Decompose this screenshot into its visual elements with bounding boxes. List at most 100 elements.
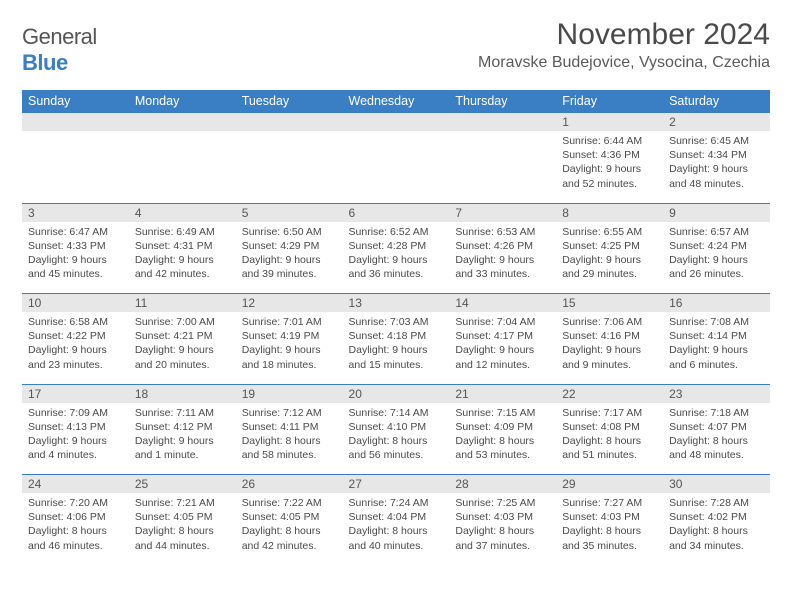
day-number-cell: 15 [556,294,663,313]
day-info-line: Daylight: 9 hours [28,343,123,357]
day-content-cell: Sunrise: 7:00 AMSunset: 4:21 PMDaylight:… [129,312,236,384]
day-number-cell [236,113,343,132]
day-info-line: Sunrise: 6:49 AM [135,225,230,239]
day-number-cell: 7 [449,203,556,222]
day-content-cell: Sunrise: 6:49 AMSunset: 4:31 PMDaylight:… [129,222,236,294]
day-content-row: Sunrise: 6:44 AMSunset: 4:36 PMDaylight:… [22,131,770,203]
day-info-line: Sunset: 4:26 PM [455,239,550,253]
day-number-row: 24252627282930 [22,475,770,494]
day-number-cell: 26 [236,475,343,494]
day-content-cell [449,131,556,203]
day-info-line: and 1 minute. [135,448,230,462]
day-content-cell: Sunrise: 7:20 AMSunset: 4:06 PMDaylight:… [22,493,129,565]
day-info-line: Daylight: 9 hours [669,162,764,176]
day-number-cell [343,113,450,132]
day-info-line: Daylight: 9 hours [562,162,657,176]
day-info-line: and 48 minutes. [669,448,764,462]
day-info-line: and 23 minutes. [28,358,123,372]
day-info-line: Sunset: 4:02 PM [669,510,764,524]
day-info-line: Daylight: 9 hours [242,253,337,267]
day-number-cell: 17 [22,384,129,403]
day-info-line: and 45 minutes. [28,267,123,281]
day-info-line: Daylight: 9 hours [349,253,444,267]
day-number-row: 12 [22,113,770,132]
day-number-cell: 20 [343,384,450,403]
day-number-row: 17181920212223 [22,384,770,403]
calendar-body: 12Sunrise: 6:44 AMSunset: 4:36 PMDayligh… [22,113,770,566]
day-info-line: and 46 minutes. [28,539,123,553]
day-number-cell: 27 [343,475,450,494]
day-info-line: Sunset: 4:10 PM [349,420,444,434]
day-info-line: Sunset: 4:28 PM [349,239,444,253]
day-number-cell [22,113,129,132]
day-info-line: Daylight: 8 hours [242,524,337,538]
day-info-line: Daylight: 9 hours [135,253,230,267]
day-number-cell: 14 [449,294,556,313]
day-info-line: and 18 minutes. [242,358,337,372]
day-info-line: Daylight: 9 hours [455,343,550,357]
day-info-line: and 52 minutes. [562,177,657,191]
brand-word1: General [22,24,97,49]
day-info-line: Sunset: 4:05 PM [135,510,230,524]
day-content-cell [236,131,343,203]
day-info-line: Sunrise: 7:14 AM [349,406,444,420]
day-info-line: Sunrise: 7:11 AM [135,406,230,420]
day-info-line: Sunset: 4:36 PM [562,148,657,162]
day-number-cell: 18 [129,384,236,403]
day-content-cell: Sunrise: 6:47 AMSunset: 4:33 PMDaylight:… [22,222,129,294]
day-number-row: 3456789 [22,203,770,222]
day-content-cell: Sunrise: 7:15 AMSunset: 4:09 PMDaylight:… [449,403,556,475]
day-info-line: Sunrise: 6:44 AM [562,134,657,148]
day-info-line: Daylight: 9 hours [28,253,123,267]
day-number-row: 10111213141516 [22,294,770,313]
day-number-cell: 12 [236,294,343,313]
day-info-line: and 35 minutes. [562,539,657,553]
day-content-cell: Sunrise: 7:09 AMSunset: 4:13 PMDaylight:… [22,403,129,475]
day-info-line: Sunrise: 6:45 AM [669,134,764,148]
weekday-header: Thursday [449,90,556,113]
day-info-line: and 6 minutes. [669,358,764,372]
day-number-cell [129,113,236,132]
weekday-header-row: SundayMondayTuesdayWednesdayThursdayFrid… [22,90,770,113]
day-info-line: Sunrise: 6:55 AM [562,225,657,239]
day-info-line: Daylight: 9 hours [349,343,444,357]
day-info-line: Sunset: 4:13 PM [28,420,123,434]
weekday-header: Saturday [663,90,770,113]
day-info-line: and 36 minutes. [349,267,444,281]
day-content-cell: Sunrise: 6:45 AMSunset: 4:34 PMDaylight:… [663,131,770,203]
day-info-line: and 34 minutes. [669,539,764,553]
day-info-line: Daylight: 8 hours [242,434,337,448]
brand-logo: General Blue [22,18,99,76]
day-content-cell [22,131,129,203]
day-content-cell: Sunrise: 7:14 AMSunset: 4:10 PMDaylight:… [343,403,450,475]
day-info-line: Sunrise: 7:17 AM [562,406,657,420]
day-info-line: Daylight: 8 hours [28,524,123,538]
day-info-line: Sunset: 4:22 PM [28,329,123,343]
day-info-line: Daylight: 9 hours [242,343,337,357]
day-info-line: Daylight: 9 hours [455,253,550,267]
day-info-line: Daylight: 9 hours [669,253,764,267]
day-info-line: Daylight: 9 hours [562,253,657,267]
weekday-header: Wednesday [343,90,450,113]
day-info-line: Sunset: 4:12 PM [135,420,230,434]
day-number-cell: 23 [663,384,770,403]
day-content-cell: Sunrise: 6:53 AMSunset: 4:26 PMDaylight:… [449,222,556,294]
day-content-cell: Sunrise: 6:52 AMSunset: 4:28 PMDaylight:… [343,222,450,294]
day-info-line: Sunset: 4:31 PM [135,239,230,253]
day-info-line: Sunrise: 7:04 AM [455,315,550,329]
day-info-line: Daylight: 9 hours [135,434,230,448]
day-info-line: Daylight: 9 hours [562,343,657,357]
day-info-line: and 15 minutes. [349,358,444,372]
day-info-line: Sunrise: 6:50 AM [242,225,337,239]
day-info-line: Sunrise: 7:06 AM [562,315,657,329]
day-info-line: Sunset: 4:04 PM [349,510,444,524]
day-info-line: Daylight: 8 hours [669,434,764,448]
day-info-line: and 39 minutes. [242,267,337,281]
day-info-line: Sunset: 4:34 PM [669,148,764,162]
day-info-line: and 48 minutes. [669,177,764,191]
day-info-line: Sunset: 4:11 PM [242,420,337,434]
day-info-line: Sunset: 4:05 PM [242,510,337,524]
day-content-cell: Sunrise: 7:24 AMSunset: 4:04 PMDaylight:… [343,493,450,565]
day-info-line: Sunrise: 7:18 AM [669,406,764,420]
day-info-line: Daylight: 8 hours [349,434,444,448]
